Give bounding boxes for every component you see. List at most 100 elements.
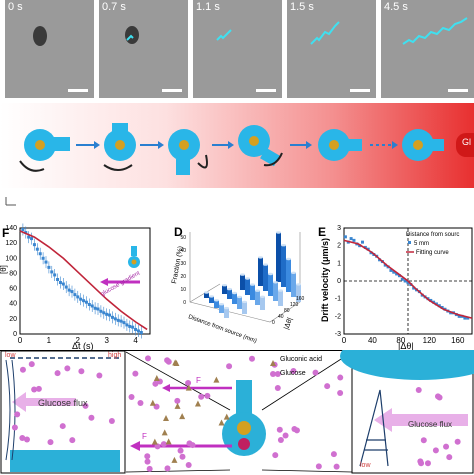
bar (260, 296, 265, 310)
glucose-molecule (11, 424, 18, 431)
glucose-molecule (177, 447, 184, 454)
bar (296, 284, 301, 302)
axis2-tick-label: 160 (296, 296, 305, 302)
legend-glucose-marker (270, 371, 276, 377)
arrow-3 (212, 141, 234, 149)
glucose-molecule (274, 385, 281, 392)
source-label: Gl (462, 137, 471, 147)
center-motor (222, 380, 266, 456)
data-point (389, 268, 393, 272)
data-point (122, 321, 126, 325)
gluconic-acid-molecule (165, 438, 172, 445)
glucose-molecule (64, 365, 71, 372)
right-mesh (359, 389, 389, 467)
gluconic-acid-molecules (149, 359, 230, 463)
data-point (139, 330, 143, 334)
glucose-molecule (226, 363, 233, 370)
gluconic-acid-molecule (153, 374, 160, 381)
bar-cap (258, 256, 263, 259)
bar (240, 274, 245, 290)
glucose-molecule (164, 357, 171, 364)
data-point (110, 315, 114, 319)
glucose-molecule (276, 426, 283, 433)
frame-time-label: 4.5 s (384, 1, 408, 13)
y-tick-label: 0 (337, 278, 341, 285)
data-point (392, 270, 396, 274)
axis2-tick-label: 120 (290, 302, 299, 308)
glucose-molecule (69, 437, 76, 444)
arrow-4 (290, 141, 312, 149)
gluconic-acid-molecule (218, 419, 225, 426)
glucose-molecule (198, 393, 205, 400)
gluconic-acid-molecule (163, 415, 170, 422)
y-axis-label: [θ] (0, 265, 8, 274)
glucose-molecule (164, 465, 171, 472)
glucose-molecule (137, 399, 144, 406)
bar-cap (291, 271, 296, 274)
y-axis-label: Drift velocity (μm/s) (320, 238, 330, 322)
bar (263, 264, 268, 291)
mini-motor (128, 246, 140, 268)
axis2-tick-label: 0 (272, 320, 275, 326)
x-axis-label: Δt (s) (72, 341, 94, 350)
frame-time-label: 0 s (8, 1, 23, 13)
legend-gluconic-marker (270, 360, 276, 366)
bar-cap (242, 300, 247, 304)
flux-arrow-right (374, 408, 468, 432)
glucose-molecule (432, 447, 439, 454)
axis2-label: |Δθ| (283, 317, 294, 331)
arrow-1 (76, 141, 100, 149)
data-point (131, 325, 135, 329)
y-tick-label: 100 (5, 255, 17, 262)
glucose-molecule (31, 386, 38, 393)
bar-cap (219, 303, 224, 306)
data-point (99, 309, 103, 313)
axis2-tick-label: 80 (284, 308, 290, 314)
data-point (47, 265, 51, 269)
bar (204, 292, 209, 298)
glucose-molecule (204, 392, 211, 399)
force-label-top: F (196, 376, 201, 385)
x-axis-label: |Δθ| (398, 341, 414, 350)
y-tick-label: -3 (335, 331, 341, 338)
x-tick-label: 3 (104, 336, 109, 345)
data-point (73, 293, 77, 297)
scale-bar (162, 89, 182, 92)
glucose-molecule (274, 371, 281, 378)
axis-glyph (5, 197, 16, 206)
x-tick-label: 0 (18, 336, 23, 345)
bar (268, 274, 273, 296)
arrow-2 (140, 141, 164, 149)
z-tick-label: 40 (180, 248, 186, 254)
glucose-molecule (47, 439, 54, 446)
data-point (24, 231, 28, 235)
glucose-molecule (324, 383, 331, 390)
janus-motor-3 (168, 129, 200, 175)
bar (237, 296, 242, 309)
flux-arrow-left (12, 392, 76, 412)
y-tick-label: 120 (5, 240, 17, 247)
glucose-molecule (174, 397, 181, 404)
z-tick-label: 0 (183, 300, 186, 306)
legend (270, 360, 276, 377)
x-tick-label: 80 (396, 336, 405, 345)
bar (242, 301, 247, 314)
y-tick-label: 60 (9, 286, 17, 293)
data-point (61, 282, 65, 286)
flux-label-right: Glucose flux (408, 420, 453, 429)
glucose-molecule (282, 432, 289, 439)
x-tick-label: 1 (47, 336, 52, 345)
glucose-molecule (128, 394, 135, 401)
data-point (21, 228, 25, 232)
data-point (96, 307, 100, 311)
z-tick-label: 20 (180, 274, 186, 280)
glucose-molecule (185, 462, 192, 469)
gluconic-acid-molecule (171, 456, 178, 463)
glucose-molecule (59, 423, 66, 430)
data-point (38, 252, 42, 256)
glucose-molecule (88, 414, 95, 421)
glucose-molecule (28, 361, 35, 368)
data-point (119, 319, 123, 323)
panel-d-chart: Fraction (%) Distance from source (mm) |… (171, 231, 305, 345)
